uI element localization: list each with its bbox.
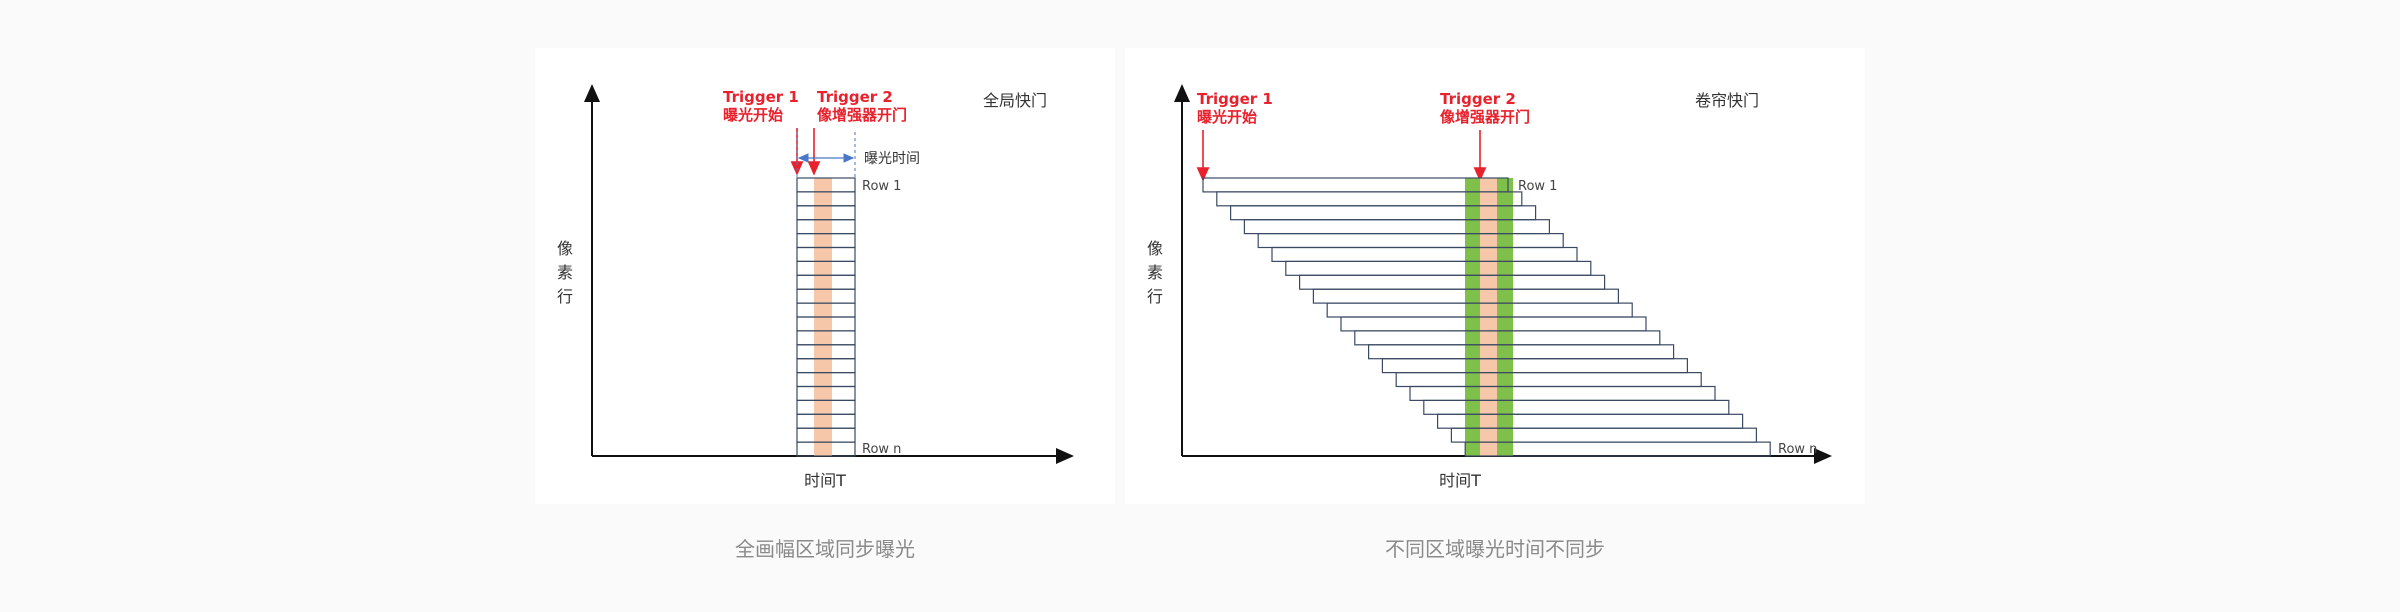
x-axis-label: 时间T: [804, 471, 846, 490]
right-caption: 不同区域曝光时间不同步: [1385, 537, 1605, 561]
y-axis-label-3: 行: [1147, 287, 1163, 306]
y-axis-label-1: 像: [1147, 239, 1163, 258]
y-axis-label-2: 素: [1147, 263, 1163, 282]
left-caption: 全画幅区域同步曝光: [735, 537, 915, 561]
trigger2-subtitle: 像增强器开门: [817, 106, 907, 124]
trigger1-subtitle: 曝光开始: [723, 106, 783, 124]
trigger1-subtitle: 曝光开始: [1197, 108, 1257, 126]
pixel-row: [1285, 260, 1592, 276]
rolling-shutter-diagram: 像 素 行 时间T 卷帘快门 Trigger 1 曝光开始 Trigger 2 …: [1147, 84, 1832, 490]
trigger2-title: Trigger 2: [1440, 90, 1516, 108]
y-axis-label-3: 行: [557, 287, 573, 306]
pixel-row: [1381, 358, 1688, 374]
rolling-shutter-panel: 像 素 行 时间T 卷帘快门 Trigger 1 曝光开始 Trigger 2 …: [1125, 48, 1865, 504]
pixel-row: [1299, 274, 1606, 290]
shutter-type-label: 全局快门: [983, 91, 1047, 110]
pixel-row: [1202, 177, 1509, 193]
pixel-row: [1409, 385, 1716, 401]
global-shutter-panel: 像 素 行 时间T 全局快门 Trigger 1 曝光开始 Trigger 2 …: [535, 48, 1115, 504]
pixel-row: [1271, 246, 1578, 262]
pixel-row: [796, 441, 856, 457]
row-first-label: Row 1: [1518, 179, 1557, 194]
pixel-rows: [1202, 177, 1771, 457]
y-axis-label-2: 素: [557, 263, 573, 282]
y-axis-label-1: 像: [557, 239, 573, 258]
exposure-time-label: 曝光时间: [864, 151, 920, 167]
shutter-type-label: 卷帘快门: [1695, 91, 1759, 110]
row-last-label: Row n: [862, 442, 901, 457]
global-shutter-diagram: 像 素 行 时间T 全局快门 Trigger 1 曝光开始 Trigger 2 …: [557, 84, 1074, 490]
pixel-row: [1257, 233, 1564, 249]
x-axis-label: 时间T: [1439, 471, 1481, 490]
trigger2-title: Trigger 2: [817, 88, 893, 106]
trigger2-subtitle: 像增强器开门: [1440, 108, 1530, 126]
pixel-row: [1395, 372, 1702, 388]
pixel-row: [1464, 441, 1771, 457]
pixel-rows: [796, 177, 856, 457]
trigger1-title: Trigger 1: [1197, 90, 1273, 108]
pixel-row: [1368, 344, 1675, 360]
row-last-label: Row n: [1778, 442, 1817, 457]
row-first-label: Row 1: [862, 179, 901, 194]
trigger1-title: Trigger 1: [723, 88, 799, 106]
